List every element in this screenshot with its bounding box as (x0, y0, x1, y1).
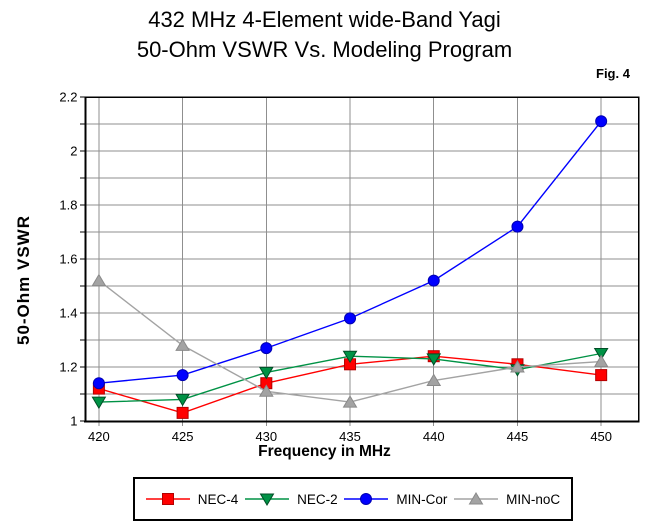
square-marker (595, 369, 608, 382)
triangle-down-marker (342, 350, 358, 364)
legend-item-NEC-2: NEC-2 (245, 491, 338, 507)
triangle-down-marker (593, 348, 609, 361)
triangle-down-marker (91, 396, 107, 410)
legend-item-MIN-Cor: MIN-Cor (344, 491, 447, 507)
circle-marker (511, 220, 524, 233)
x-axis-title: Frequency in MHz (258, 443, 391, 460)
triangle-down-marker (258, 366, 274, 380)
x-tick-label: 425 (172, 429, 194, 444)
legend-item-NEC-4: NEC-4 (145, 491, 239, 507)
y-axis-title: 50-Ohm VSWR (14, 214, 33, 346)
circle-marker (176, 369, 189, 382)
triangle-up-marker (258, 384, 274, 397)
triangle-up-marker (426, 373, 442, 386)
y-tick-label: 1.8 (59, 198, 77, 213)
circle-marker (360, 493, 373, 505)
x-tick-label: 435 (339, 429, 361, 444)
x-tick-label: 420 (88, 429, 110, 444)
circle-marker (92, 377, 105, 390)
legend-label: MIN-noC (506, 491, 561, 507)
legend-key-circle (344, 493, 389, 505)
circle-marker (260, 342, 273, 355)
circle-marker (427, 274, 440, 287)
chart-title: 432 MHz 4-Element wide-Band Yagi 50-Ohm … (0, 5, 649, 65)
x-tick-label: 445 (507, 429, 529, 444)
legend-label: NEC-2 (297, 491, 338, 507)
triangle-up-marker (468, 492, 484, 505)
legend-label: NEC-4 (197, 491, 239, 507)
y-tick-label: 1.2 (59, 360, 77, 375)
triangle-up-marker (510, 360, 525, 373)
figure-number-label: Fig. 4 (596, 66, 630, 81)
triangle-up-marker (593, 354, 609, 368)
x-tick-label: 450 (590, 429, 612, 444)
square-marker (161, 493, 174, 505)
legend-key-triangle-up (454, 492, 499, 505)
y-tick-label: 2.2 (59, 90, 77, 105)
triangle-up-marker (91, 273, 107, 287)
square-marker (176, 406, 189, 419)
circle-marker (344, 312, 357, 325)
x-tick-label: 440 (423, 429, 445, 444)
triangle-up-marker (175, 338, 190, 351)
circle-marker (595, 115, 608, 128)
y-tick-label: 1.6 (59, 252, 77, 267)
triangle-down-marker (259, 493, 275, 506)
legend-key-square (145, 493, 190, 505)
chart-title-line1: 432 MHz 4-Element wide-Band Yagi (148, 7, 501, 32)
x-tick-label: 430 (255, 429, 277, 444)
triangle-down-marker (426, 353, 442, 366)
chart-title-line2: 50-Ohm VSWR Vs. Modeling Program (136, 37, 513, 62)
legend-box: NEC-4 NEC-2 MIN-Cor MIN-noC (133, 477, 573, 521)
y-tick-label: 1.4 (59, 306, 77, 321)
legend-label: MIN-Cor (396, 491, 448, 507)
y-tick-label: 1 (70, 414, 77, 429)
y-tick-label: 2 (70, 144, 77, 159)
legend-item-MIN-noC: MIN-noC (454, 491, 560, 507)
triangle-down-marker (175, 393, 190, 407)
legend-key-triangle-down (245, 493, 290, 506)
triangle-up-marker (342, 395, 358, 408)
